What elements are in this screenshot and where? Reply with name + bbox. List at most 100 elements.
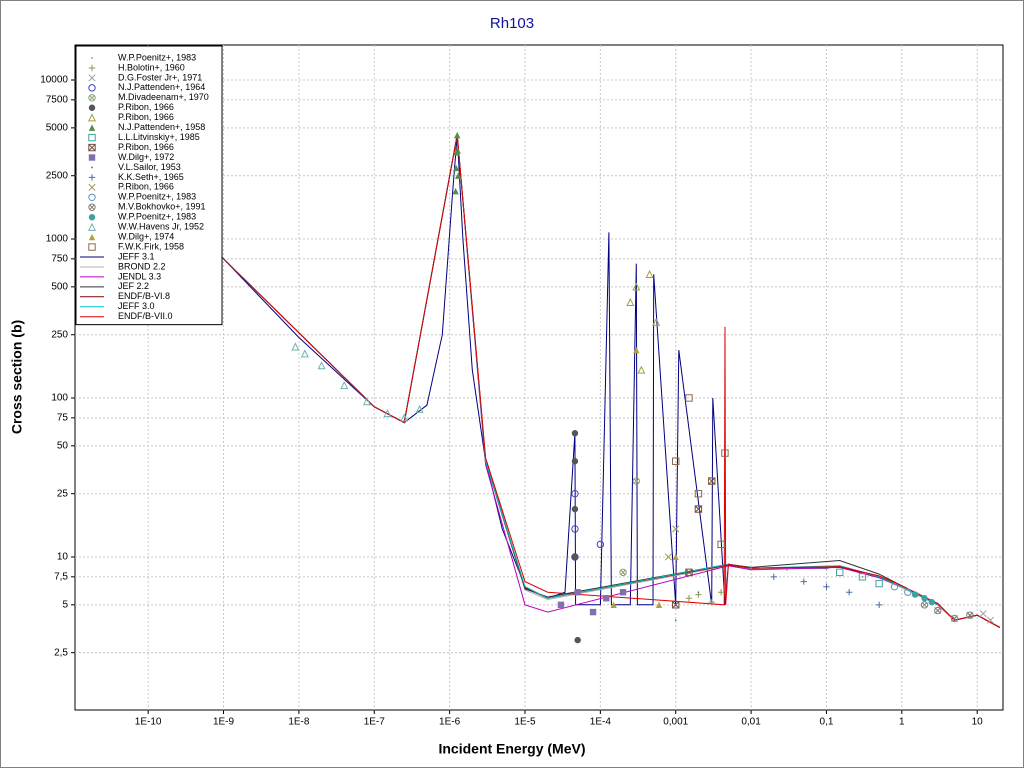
- marker: [619, 568, 627, 576]
- legend-marker: [88, 133, 96, 142]
- marker: [861, 575, 864, 578]
- marker: [340, 381, 349, 390]
- legend-marker: [91, 166, 93, 169]
- marker: [571, 489, 579, 498]
- x-axis-label: Incident Energy (MeV): [438, 741, 585, 757]
- marker: [557, 601, 565, 609]
- legend-label: W.Dilg+, 1972: [118, 152, 174, 162]
- marker: [920, 601, 929, 609]
- marker: [452, 164, 460, 172]
- marker: [708, 598, 715, 606]
- y-tick-label: 250: [51, 329, 68, 340]
- marker: [685, 394, 693, 402]
- marker: [858, 573, 867, 581]
- marker: [694, 505, 703, 513]
- legend-label: L.L.Litvinskiy+, 1985: [118, 132, 200, 142]
- legend-label: ENDF/B-VII.0: [118, 311, 173, 321]
- legend-label: W.Dilg+, 1974: [118, 231, 174, 241]
- marker: [453, 131, 461, 139]
- marker: [571, 553, 579, 561]
- legend-marker: [88, 154, 96, 161]
- marker: [632, 282, 641, 291]
- legend-label: P.Ribon, 1966: [118, 182, 174, 192]
- legend-label: W.P.Poenitz+, 1983: [118, 52, 196, 62]
- marker: [383, 409, 392, 418]
- marker: [979, 610, 987, 618]
- marker: [672, 601, 680, 609]
- x-tick-label: 10: [972, 717, 984, 728]
- marker: [800, 578, 807, 585]
- x-tick-label: 1E-10: [135, 717, 162, 728]
- marker: [875, 601, 883, 609]
- marker: [632, 477, 641, 485]
- marker: [717, 589, 725, 596]
- x-tick-label: 1E-7: [364, 717, 386, 728]
- marker: [950, 614, 959, 623]
- y-tick-label: 750: [51, 253, 68, 264]
- marker: [672, 553, 679, 561]
- marker: [672, 525, 680, 533]
- marker: [454, 147, 461, 154]
- legend-label: P.Ribon, 1966: [118, 142, 174, 152]
- legend-marker: [88, 174, 96, 181]
- legend-label: W.P.Poenitz+, 1983: [118, 192, 196, 202]
- legend-label: D.G.Foster Jr+, 1971: [118, 72, 202, 82]
- y-tick-label: 25: [57, 488, 69, 499]
- marker: [574, 589, 581, 596]
- legend-marker: [88, 84, 96, 92]
- y-tick-label: 5000: [46, 122, 69, 133]
- legend-label: V.L.Sailor, 1953: [118, 162, 181, 172]
- marker: [966, 611, 974, 619]
- x-tick-label: 1E-4: [590, 717, 612, 728]
- y-tick-label: 2500: [46, 170, 69, 181]
- marker: [571, 553, 579, 561]
- legend-label: M.V.Bokhovko+, 1991: [118, 202, 205, 212]
- marker: [637, 365, 646, 374]
- marker: [400, 413, 409, 422]
- marker: [455, 172, 462, 179]
- marker: [415, 404, 424, 413]
- chart-title: Rh103: [490, 15, 534, 32]
- marker: [574, 636, 581, 644]
- plot-layer: [75, 101, 1001, 644]
- marker: [823, 583, 830, 590]
- marker: [317, 361, 326, 370]
- marker: [571, 525, 579, 533]
- y-axis-label: Cross section (b): [9, 320, 25, 434]
- marker: [786, 568, 788, 571]
- marker: [571, 505, 579, 513]
- marker: [707, 477, 716, 485]
- x-tick-label: 0,001: [663, 717, 688, 728]
- legend-marker: [87, 113, 97, 122]
- x-tick-label: 1E-8: [288, 717, 310, 728]
- legend-label: H.Bolotin+, 1960: [118, 62, 185, 72]
- y-tick-label: 10000: [40, 75, 68, 86]
- legend-label: P.Ribon, 1966: [118, 102, 174, 112]
- marker: [845, 589, 853, 596]
- marker: [300, 349, 309, 358]
- legend-marker: [91, 57, 93, 59]
- legend-marker: [88, 64, 96, 72]
- marker: [589, 608, 597, 616]
- marker: [633, 346, 640, 354]
- marker: [721, 449, 729, 457]
- legend-label: N.J.Pattenden+, 1958: [118, 122, 205, 132]
- legend-marker: [88, 104, 96, 111]
- plot-area: [74, 44, 1004, 711]
- legend-marker: [88, 193, 96, 202]
- marker: [928, 598, 936, 606]
- x-tick-label: 0,1: [820, 717, 834, 728]
- legend-marker: [88, 94, 96, 102]
- marker: [890, 583, 899, 591]
- legend-label: JEFF 3.0: [118, 301, 155, 311]
- marker: [685, 568, 693, 577]
- legend-label: N.J.Pattenden+, 1964: [118, 82, 205, 92]
- marker: [836, 568, 844, 577]
- marker: [619, 589, 627, 596]
- legend-marker: [87, 222, 97, 231]
- marker: [596, 540, 605, 549]
- marker: [825, 568, 828, 570]
- legend-marker: [88, 233, 96, 241]
- legend-label: ENDF/B-VI.8: [118, 291, 170, 301]
